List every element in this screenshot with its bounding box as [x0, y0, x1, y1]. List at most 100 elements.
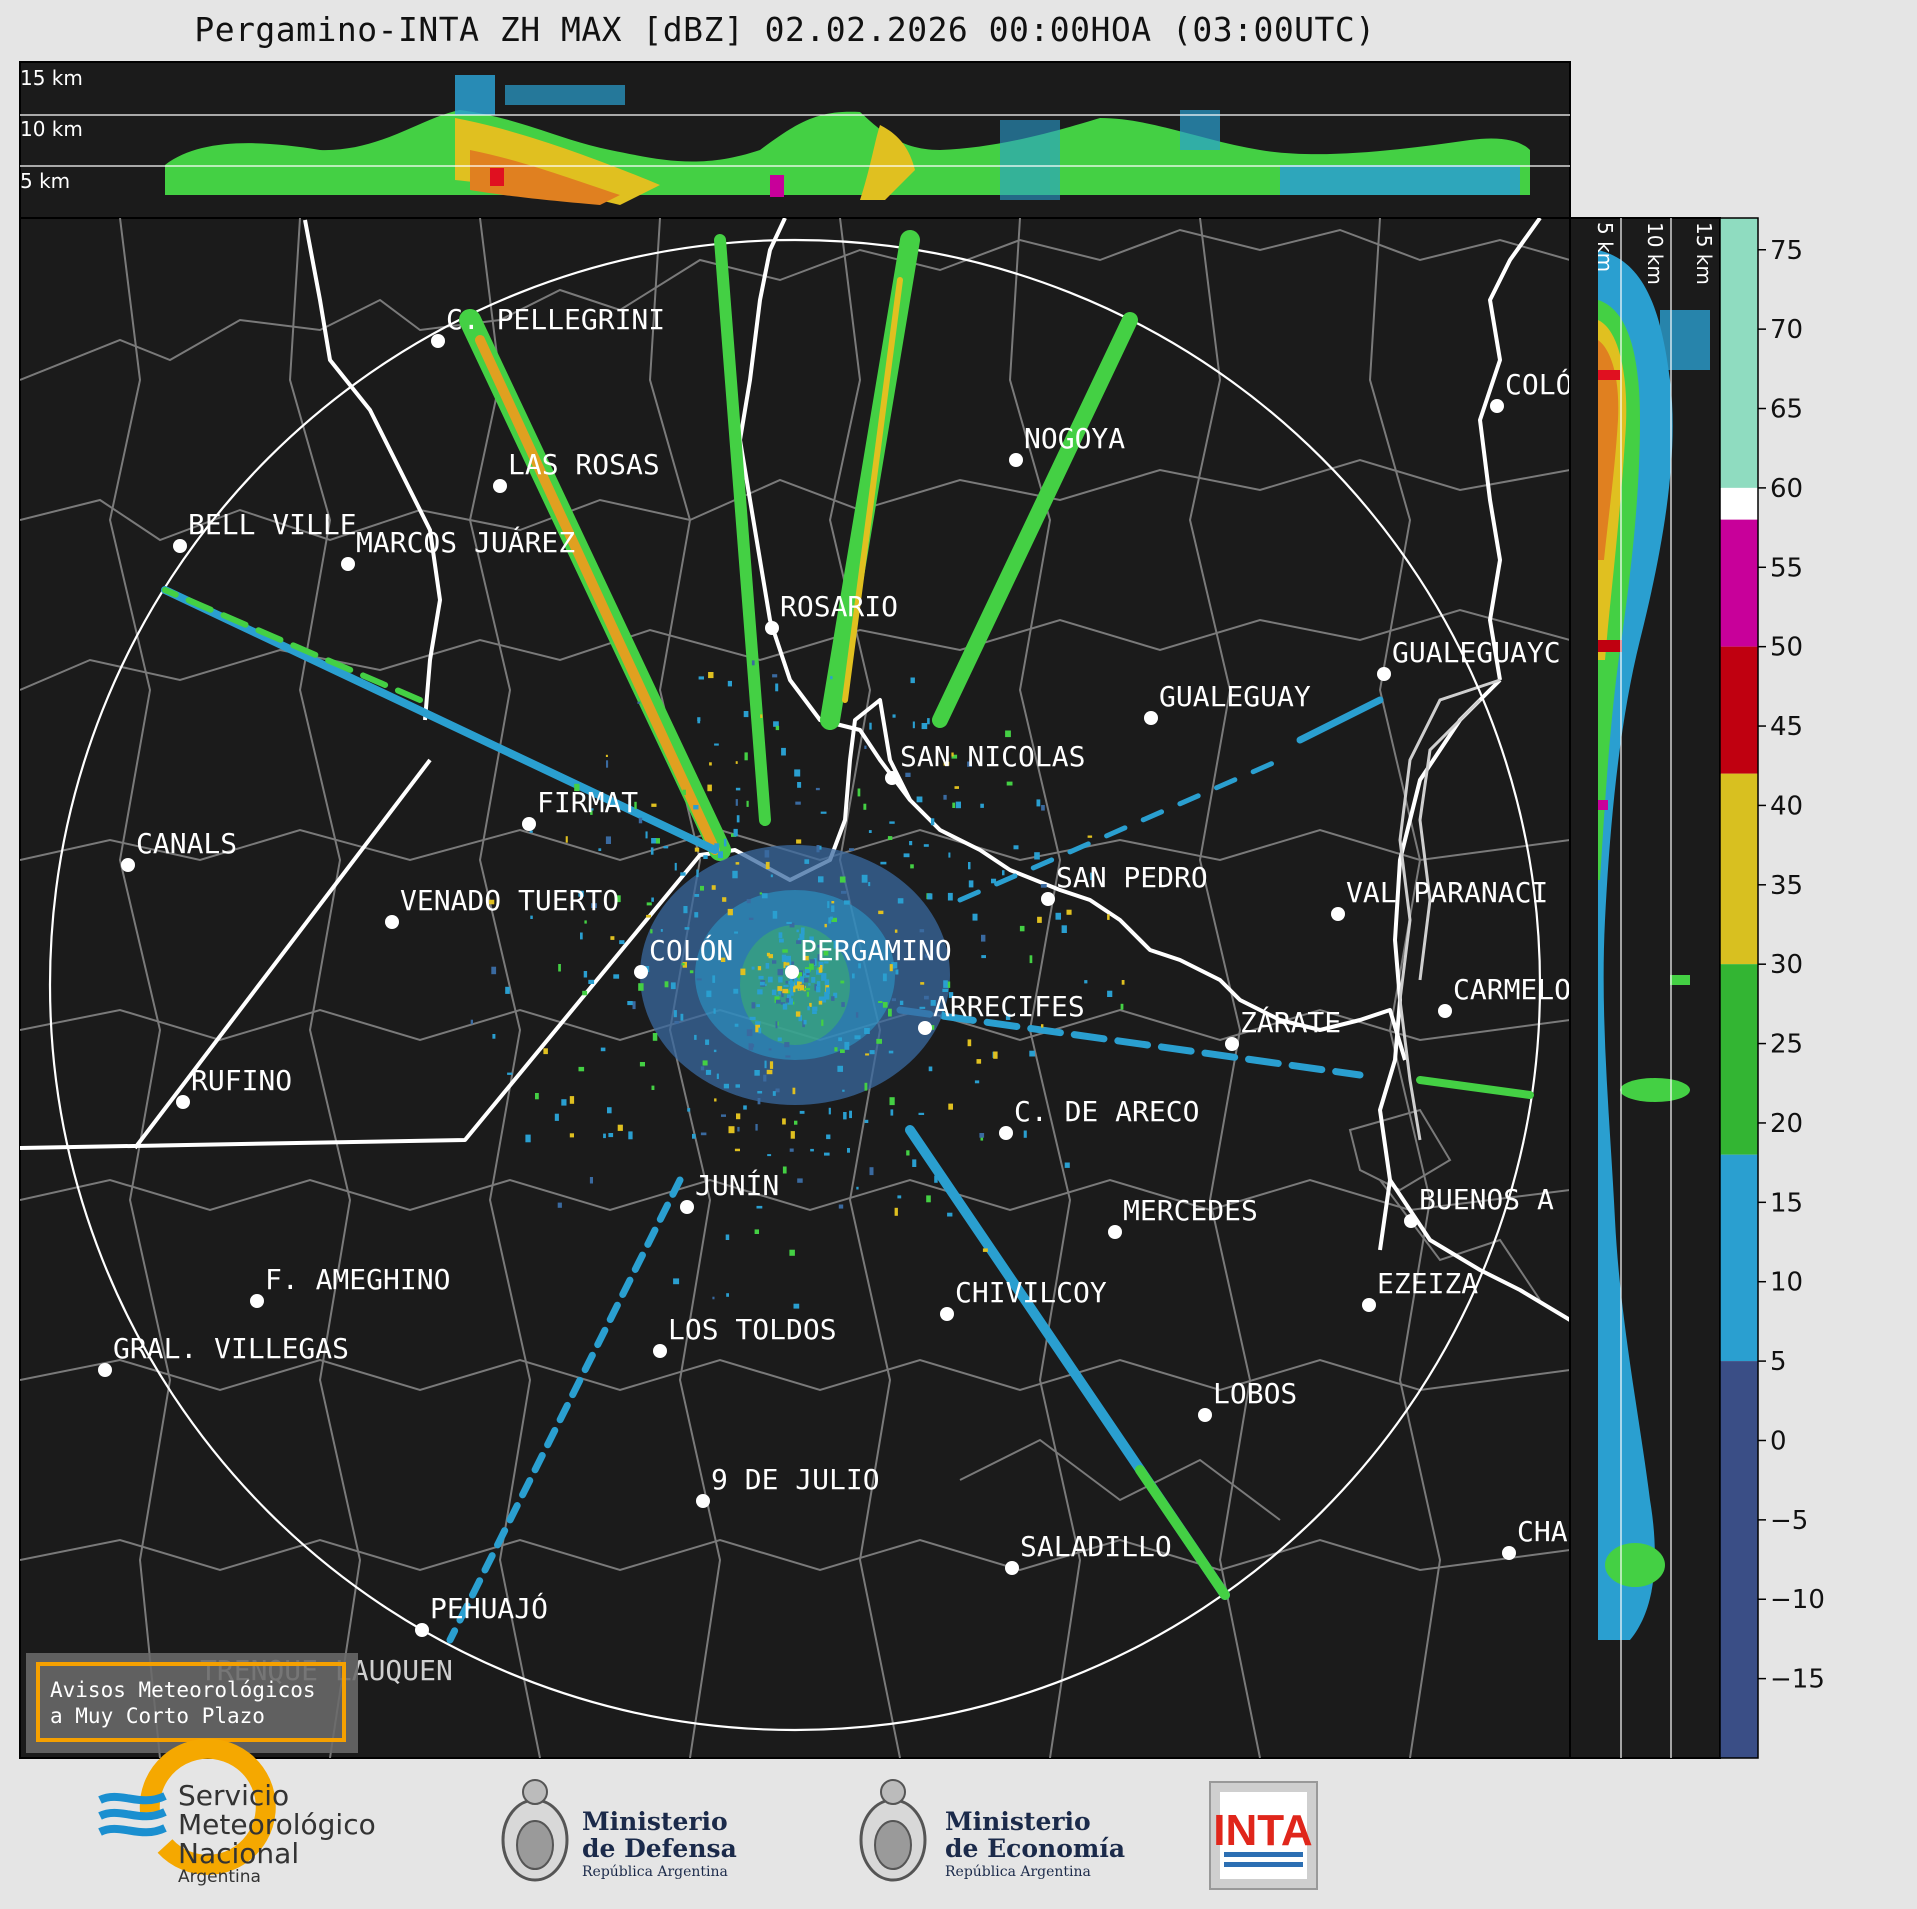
echo-speckle [1023, 1130, 1027, 1138]
echo-speckle [734, 1023, 739, 1027]
colorbar-tick-label: 5 [1770, 1347, 1787, 1377]
echo-speckle [1005, 730, 1011, 738]
city-label: SAN PEDRO [1056, 861, 1208, 894]
echo-speckle [789, 1148, 794, 1152]
echo-speckle [714, 843, 720, 851]
echo-speckle [895, 969, 899, 975]
echo-speckle [606, 760, 609, 768]
echo-speckle [809, 959, 815, 966]
city-label: F. AMEGHINO [265, 1263, 450, 1296]
echo-speckle [980, 803, 984, 808]
city-bell-ville: BELL VILLE [173, 508, 357, 553]
smn-line2: Meteorológico [178, 1808, 376, 1841]
echo-speckle [1107, 914, 1110, 920]
echo-speckle [868, 882, 871, 887]
echo-speckle [831, 996, 835, 1001]
echo-speckle [962, 1016, 965, 1022]
echo-speckle [744, 752, 748, 761]
echo-speckle [689, 970, 694, 974]
echo-speckle [812, 1011, 817, 1014]
echo-speckle [789, 922, 795, 928]
echo-speckle [557, 1202, 562, 1208]
city-rufino: RUFINO [176, 1064, 292, 1109]
echo-speckle [696, 978, 702, 981]
city-label: VAL PARANACI [1346, 876, 1548, 909]
echo-speckle [711, 885, 716, 890]
echo-speckle [529, 830, 533, 833]
echo-speckle [1066, 909, 1072, 915]
city-dot [1362, 1298, 1376, 1312]
echo-speckle [735, 787, 741, 791]
echo-speckle [1084, 980, 1088, 984]
echo-speckle [746, 1029, 753, 1037]
echo-speckle [772, 674, 778, 678]
echo-speckle [1029, 955, 1033, 964]
echo-speckle [525, 1134, 531, 1143]
city-dot [341, 557, 355, 571]
echo-speckle [968, 862, 971, 870]
echo-speckle [816, 969, 822, 975]
echo-speckle [826, 1134, 831, 1140]
city-dot [121, 858, 135, 872]
city-venado-tuerto: VENADO TUERTO [385, 884, 619, 929]
echo-speckle [828, 917, 832, 924]
echo-speckle [646, 914, 651, 918]
echo-speckle [890, 1109, 894, 1116]
echo-speckle [824, 961, 829, 964]
city-dot [940, 1307, 954, 1321]
echo-speckle [728, 1126, 735, 1134]
echo-speckle [674, 862, 677, 871]
echo-speckle [889, 964, 893, 972]
echo-speckle [955, 801, 961, 809]
echo-speckle [759, 892, 762, 895]
echo-speckle [627, 1001, 633, 1006]
echo-speckle [670, 982, 676, 990]
echo-speckle [840, 980, 845, 984]
chart-title: Pergamino-INTA ZH MAX [dBZ] 02.02.2026 0… [194, 10, 1376, 49]
echo-speckle [651, 897, 654, 902]
echo-speckle [840, 1049, 845, 1053]
echo-speckle [754, 1229, 759, 1234]
colorbar-tick-label: 20 [1770, 1109, 1803, 1139]
colorbar-frame [1719, 217, 1759, 1759]
defensa-line2: de Defensa [582, 1834, 737, 1863]
city-label: GUALEGUAY [1159, 680, 1311, 713]
echo-speckle [692, 1133, 696, 1139]
echo-speckle [694, 847, 700, 852]
echo-speckle [1005, 1013, 1011, 1020]
echo-speckle [765, 861, 770, 870]
city-label: MARCOS JUÁREZ [356, 525, 575, 559]
top-cross-section-panel: 15 km 10 km 5 km [19, 61, 1571, 219]
echo-speckle [765, 963, 770, 969]
echo-speckle [764, 850, 770, 858]
echo-speckle [801, 927, 805, 935]
economia-line2: de Economía [945, 1834, 1125, 1863]
echo-speckle [1037, 916, 1042, 923]
city-arrecifes: ARRECIFES [918, 990, 1085, 1035]
echo-speckle [789, 1249, 795, 1256]
smn-sun-icon [139, 1738, 276, 1875]
echo-speckle [1029, 1050, 1035, 1057]
echo-speckle [757, 989, 763, 995]
echo-speckle [864, 1119, 869, 1123]
echo-speckle [634, 801, 637, 810]
city-label: CANALS [136, 827, 237, 860]
colorbar-band [1720, 1154, 1758, 1362]
echo-speckle [831, 905, 835, 912]
logo-defensa: Ministerio de Defensa República Argentin… [501, 1779, 737, 1882]
echo-speckle [714, 743, 719, 746]
echo-speckle [673, 1010, 677, 1018]
echo-speckle [876, 1038, 882, 1044]
echo-speckle [974, 1080, 980, 1084]
echo-speckle [712, 1296, 715, 1300]
echo-speckle [771, 989, 777, 996]
echo-speckle [708, 672, 714, 679]
echo-speckle [815, 787, 820, 791]
echo-speckle [782, 949, 788, 953]
city-dot [1005, 1561, 1019, 1575]
city-dot [173, 539, 187, 553]
echo-speckle [856, 1186, 859, 1190]
warning-box[interactable]: Avisos Meteorológicos a Muy Corto Plazo [26, 1653, 358, 1753]
echo-speckle [663, 846, 669, 849]
echo-speckle [831, 917, 837, 922]
